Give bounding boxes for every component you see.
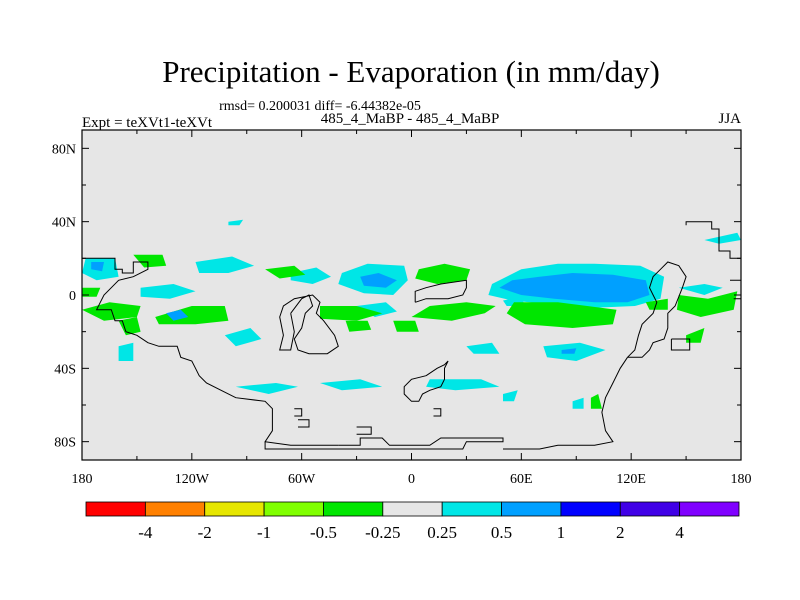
colorbar-label-8: 2 [616, 523, 625, 542]
colorbar-label-0: -4 [138, 523, 153, 542]
colorbar-swatch-6 [441, 501, 502, 517]
y-tick-label-2: 0 [69, 289, 76, 304]
coastline-2 [264, 437, 504, 450]
colorbar-swatch-7 [501, 501, 562, 517]
anomaly-blue-37 [561, 348, 577, 354]
anomaly-green-19 [411, 302, 496, 321]
anomaly-blue-0 [499, 273, 650, 303]
coastline-8 [356, 426, 372, 435]
colorbar-label-6: 0.5 [491, 523, 512, 542]
anomaly-cyan-25 [678, 284, 723, 295]
x-tick-label-3: 0 [408, 472, 415, 487]
colorbar: -4 -2 -1 -0.5 -0.25 0.25 0.5 1 2 4 [85, 501, 740, 542]
coastline-5 [433, 408, 442, 417]
colorbar-swatch-0 [85, 501, 146, 517]
x-tick-label-6: 180 [731, 472, 752, 487]
colorbar-label-4: -0.25 [365, 523, 400, 542]
anomaly-green-22 [393, 320, 419, 332]
coastline-6 [294, 408, 303, 417]
anomaly-layer [82, 219, 741, 409]
anomaly-green-7 [265, 265, 306, 279]
y-tick-label-4: 80S [54, 436, 76, 451]
case-label: 485_4_MaBP - 485_4_MaBP [321, 111, 500, 127]
x-tick-label-2: 60W [288, 472, 316, 487]
anomaly-green-23 [345, 320, 372, 332]
anomaly-cyan-12 [140, 284, 196, 299]
x-tick-label-1: 120W [175, 472, 210, 487]
anomaly-cyan-35 [572, 397, 584, 409]
y-tick-label-0: 80N [52, 142, 76, 157]
anomaly-green-26 [645, 298, 668, 310]
colorbar-swatch-10 [679, 501, 740, 517]
season-label: JJA [718, 111, 741, 127]
colorbar-label-7: 1 [557, 523, 566, 542]
coastline-layer [82, 221, 741, 450]
y-tick-label-3: 40S [54, 362, 76, 377]
x-tick-label-0: 180 [72, 472, 93, 487]
colorbar-label-3: -0.5 [310, 523, 337, 542]
anomaly-cyan-32 [426, 379, 500, 391]
colorbar-label-1: -2 [198, 523, 212, 542]
anomaly-green-17 [320, 306, 383, 321]
anomaly-cyan-28 [704, 232, 741, 244]
coastline-3 [414, 279, 467, 303]
x-tick-label-5: 120E [616, 472, 646, 487]
coastline-13 [670, 338, 691, 351]
anomaly-green-13 [82, 302, 141, 321]
anomaly-cyan-29 [224, 328, 262, 347]
colorbar-label-9: 4 [675, 523, 684, 542]
anomaly-cyan-31 [320, 379, 383, 391]
coastline-11 [685, 221, 741, 259]
anomaly-blue-2 [360, 273, 397, 288]
coastline-7 [298, 419, 310, 428]
colorbar-swatch-2 [204, 501, 265, 517]
coastline-1 [279, 294, 339, 355]
anomaly-blue-10 [91, 262, 104, 272]
chart-title: Precipitation - Evaporation (in mm/day) [162, 54, 660, 89]
y-tick-label-1: 40N [52, 216, 76, 231]
anomaly-cyan-18 [356, 302, 397, 317]
anomaly-cyan-5 [195, 256, 255, 273]
experiment-label: Expt = teXVt1-teXVt [82, 115, 213, 131]
axis-ticks: 180 120W 60W 0 60E 120E 180 80N 40N 0 40S 80S [52, 130, 752, 487]
anomaly-green-16 [118, 317, 141, 336]
anomaly-cyan-30 [235, 383, 298, 394]
anomaly-green-34 [590, 394, 602, 409]
anomaly-green-8 [133, 254, 167, 268]
anomaly-cyan-33 [503, 390, 518, 402]
coastline-9 [627, 261, 687, 358]
anomaly-green-4 [415, 263, 471, 284]
colorbar-swatch-1 [144, 501, 206, 517]
coastline-12 [730, 279, 741, 300]
anomaly-blue-15 [166, 309, 189, 321]
colorbar-swatch-5 [382, 501, 443, 517]
colorbar-swatch-4 [323, 501, 384, 517]
colorbar-label-2: -1 [257, 523, 271, 542]
anomaly-cyan-40 [228, 219, 244, 226]
coastline-4 [403, 360, 449, 402]
coastline-0 [82, 257, 339, 446]
x-tick-label-4: 60E [510, 472, 533, 487]
colorbar-swatch-8 [560, 501, 621, 517]
anomaly-cyan-39 [466, 342, 500, 354]
colorbar-label-5: 0.25 [427, 523, 457, 542]
colorbar-swatch-3 [263, 501, 324, 517]
anomaly-green-24 [676, 291, 738, 317]
anomaly-cyan-38 [118, 342, 134, 361]
anomaly-green-27 [686, 328, 705, 343]
coastline-10 [503, 357, 628, 450]
stats-line: rmsd= 0.200031 diff= -6.44382e-05 [219, 99, 421, 114]
anomaly-green-20 [506, 302, 617, 328]
colorbar-swatch-9 [619, 501, 681, 517]
